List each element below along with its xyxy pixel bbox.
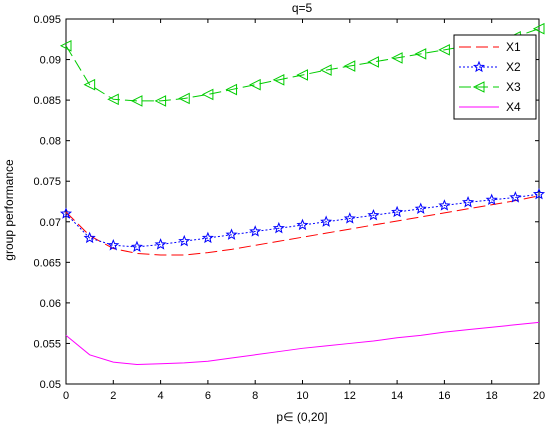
series-x2-point	[178, 234, 191, 247]
series-x2-point	[154, 238, 167, 250]
y-tick-label: 0.07	[40, 217, 61, 229]
series-x3-point	[130, 95, 143, 107]
x-tick-label: 10	[296, 390, 308, 402]
series-x3-point	[201, 88, 214, 101]
series-x2-point	[509, 191, 522, 203]
series-x2-point	[343, 212, 356, 224]
series-x2-point	[462, 195, 475, 208]
series-x2-point	[272, 221, 285, 234]
series-x3-point	[320, 64, 332, 76]
legend-x3-label: X3	[506, 80, 521, 94]
x-tick-label: 20	[533, 390, 545, 402]
series-x2-point	[107, 238, 120, 251]
legend-x1-label: X1	[506, 40, 521, 54]
y-tick-label: 0.095	[33, 14, 61, 26]
x-tick-label: 0	[63, 390, 69, 402]
x-tick-label: 14	[391, 390, 403, 402]
chart-title: q=5	[292, 1, 313, 15]
y-tick-label: 0.06	[40, 298, 61, 310]
x-axis-label: p∈ (0,20]	[276, 410, 327, 424]
series-x2-point	[225, 228, 238, 240]
legend-x2-label: X2	[506, 60, 521, 74]
series-x3-point	[272, 74, 285, 86]
series-x3-point	[343, 60, 356, 72]
series-x2-line	[65, 193, 540, 248]
series-x2-point	[414, 202, 427, 214]
x-tick-label: 4	[158, 390, 164, 402]
x-tick-label: 8	[252, 390, 258, 402]
x-tick-label: 2	[110, 390, 116, 402]
series-x3-point	[390, 52, 403, 64]
series-x2-point	[130, 240, 143, 253]
series-x2-point	[532, 187, 546, 200]
x-tick-label: 6	[205, 390, 211, 402]
legend-x2-marker	[472, 60, 486, 73]
series-x3-point	[225, 83, 238, 96]
series-x3-point	[83, 78, 96, 91]
series-x3-point	[414, 48, 427, 60]
series-x2-point	[59, 207, 73, 219]
series-x4-line	[65, 321, 540, 366]
series-x2-point	[296, 218, 309, 231]
y-tick-label: 0.055	[33, 338, 61, 350]
series-x2-point	[391, 205, 404, 218]
x-tick-label: 12	[344, 390, 356, 402]
legend-x4-label: X4	[506, 100, 521, 114]
y-tick-label: 0.065	[33, 257, 61, 269]
series-x3-point	[438, 44, 450, 56]
legend-box	[453, 34, 537, 120]
y-tick-label: 0.09	[40, 55, 61, 67]
series-x2-point	[83, 231, 96, 244]
y-tick-label: 0.05	[40, 379, 61, 391]
y-tick-label: 0.085	[33, 95, 61, 107]
series-x3-point	[367, 56, 379, 68]
series-x2-point	[249, 225, 262, 237]
series-x2-point	[201, 231, 214, 244]
series-x3-point	[296, 69, 308, 81]
series-x2-point	[320, 215, 333, 227]
series-x3-point	[154, 95, 167, 107]
series-x2-point	[485, 193, 498, 206]
series-x2-point	[367, 208, 380, 221]
plot-area: 0 2 4 6 8 10 12 14 16 18 20 0.05 0.055 0.06 0.065 0.07 0…	[33, 14, 545, 402]
series-x2-point	[438, 199, 451, 211]
y-axis-label: group performance	[2, 159, 16, 261]
series-x3-point	[249, 78, 261, 91]
series-x3-point	[532, 22, 545, 35]
y-tick-label: 0.075	[33, 176, 61, 188]
y-tick-label: 0.08	[40, 136, 61, 148]
series-x3-point	[59, 39, 72, 52]
x-tick-label: 16	[438, 390, 450, 402]
x-tick-label: 18	[486, 390, 498, 402]
series-x3-point	[107, 93, 119, 106]
series-x1-line	[65, 195, 540, 256]
series-x3-point	[178, 92, 190, 105]
legend-x3-marker	[472, 81, 485, 93]
